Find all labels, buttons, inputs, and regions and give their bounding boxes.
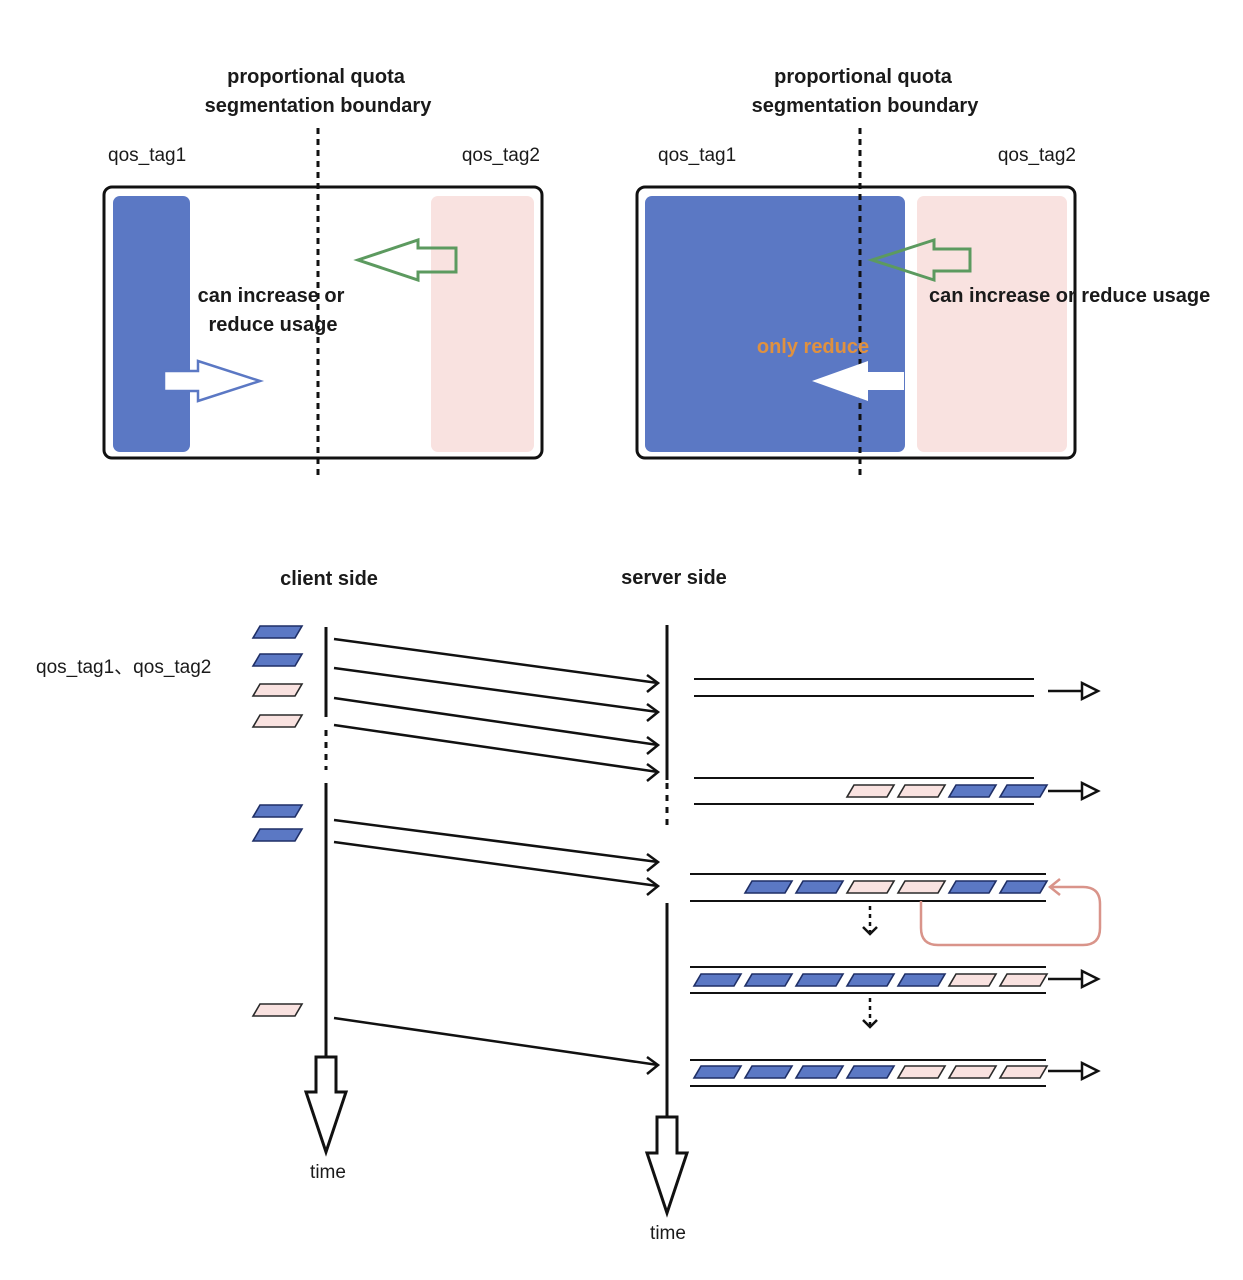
request-arrowhead-icon [646,1055,661,1075]
client-side-title: client side [280,568,378,590]
reorder-arrows [862,906,878,1029]
right-boundary-label-line1: proportional quota [774,66,953,88]
left-blue-arrow-icon [162,359,265,403]
qos-tag2-request [896,1065,947,1079]
dispatch-arrowhead-icon [1080,780,1101,802]
client-time-label: time [310,1162,346,1183]
server-queue-items [692,784,1049,1079]
requeue-arrowhead-icon [1047,878,1061,896]
right-reduce-note: only reduce [757,336,869,358]
right-tag2-usage-bar [917,196,1067,452]
qos-tag1-request [251,828,304,842]
qos-tag1-request [794,1065,845,1079]
left-tag1-label: qos_tag1 [108,145,186,166]
server-time-arrow-icon [644,1115,690,1218]
request-arrowhead-icon [646,876,661,896]
request-arrowhead-icon [646,702,661,722]
reorder-arrowhead-icon [862,1019,878,1029]
dispatch-arrowhead-icon [1080,968,1101,990]
request-arrowhead-icon [646,735,661,755]
request-arrowhead-icon [646,673,661,693]
left-tag1-usage-bar [113,196,190,452]
reorder-arrowhead-icon [862,926,878,936]
left-note-line1: can increase or [198,285,345,307]
request-arrow [333,840,659,888]
request-arrow [333,696,659,747]
qos-tag1-request [251,653,304,667]
qos-tag2-request [896,880,947,894]
qos-tag1-request [896,973,947,987]
request-arrows [333,637,661,1075]
right-white-arrow-icon [812,361,904,401]
left-boundary-label-line2: segmentation boundary [205,95,433,117]
client-time-arrow-icon [303,1055,349,1157]
qos-tag1-request [947,784,998,798]
qos-tag2-request [947,1065,998,1079]
qos-tag2-request [251,1003,304,1017]
server-side-title: server side [621,567,727,589]
qos-tags-label: qos_tag1、qos_tag2 [36,657,211,678]
qos-tag2-request [998,1065,1049,1079]
qos-tag1-request [794,880,845,894]
left-note-line2: reduce usage [209,314,338,336]
qos-tag1-request [743,880,794,894]
right-note: can increase or reduce usage [929,285,1210,307]
left-tag2-label: qos_tag2 [462,145,540,166]
qos-tag1-request [743,1065,794,1079]
panel-left: proportional quota segmentation boundary… [102,66,544,480]
qos-tag2-request [845,784,896,798]
qos-tag1-request [998,880,1049,894]
right-tag2-label: qos_tag2 [998,145,1076,166]
request-arrowhead-icon [646,852,661,872]
requeue-loop-arrow [919,885,1102,947]
server-queues [690,678,1046,1087]
dispatch-arrowhead-icon [1080,680,1101,702]
qos-tag1-request [692,1065,743,1079]
request-arrowhead-icon [646,762,661,782]
request-arrow [333,666,659,714]
right-green-arrow-icon [867,237,972,283]
request-arrow [333,1016,659,1067]
left-green-arrow-icon [353,237,458,283]
right-boundary-label-line2: segmentation boundary [752,95,980,117]
panel-right: proportional quota segmentation boundary… [635,66,1210,480]
qos-tag1-request [794,973,845,987]
qos-tag1-request [947,880,998,894]
qos-tag1-request [998,784,1049,798]
qos-tag1-request [251,625,304,639]
right-tag1-label: qos_tag1 [658,145,736,166]
qos-tag2-request [251,683,304,697]
qos-tag2-request [947,973,998,987]
qos-tag2-request [251,714,304,728]
dispatch-arrowhead-icon [1080,1060,1101,1082]
timeline: client side server side qos_tag1、qos_tag… [36,567,1102,1244]
qos-tag2-request [896,784,947,798]
left-boundary-label-line1: proportional quota [227,66,406,88]
request-arrow [333,723,659,774]
qos-tag2-request [845,880,896,894]
client-requests [251,625,304,1017]
qos-tag2-request [998,973,1049,987]
qos-tag1-request [845,973,896,987]
server-time-label: time [650,1223,686,1244]
request-arrow [333,818,659,864]
qos-tag1-request [743,973,794,987]
dispatch-arrows [1048,680,1101,1082]
qos-tag1-request [692,973,743,987]
qos-tag1-request [251,804,304,818]
right-tag1-usage-bar [645,196,905,452]
qos-tag1-request [845,1065,896,1079]
request-arrow [333,637,659,685]
left-tag2-usage-bar [431,196,534,452]
